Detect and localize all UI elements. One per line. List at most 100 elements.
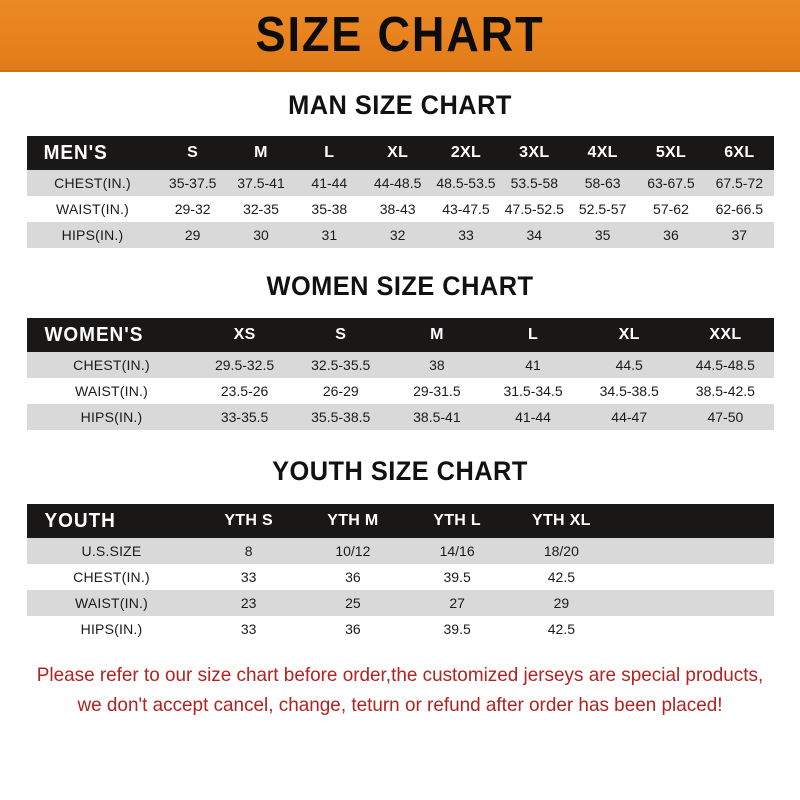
measurement-cell: 44.5 xyxy=(615,357,643,373)
measurement-cell: 32-35 xyxy=(243,201,279,217)
measurement-cell: 35-38 xyxy=(311,201,348,217)
man-size-header-4xl: 4XL xyxy=(587,144,618,161)
table-row: WAIST(IN.) 23.5-26 26-29 29-31.5 31.5-34.5 34… xyxy=(26,378,774,404)
order-policy-disclaimer: Please refer to our size chart before or… xyxy=(12,660,788,720)
women-table-header-row: WOMEN'S XS S M L XL XXL xyxy=(26,318,774,352)
man-size-header-2xl: 2XL xyxy=(450,144,482,161)
measurement-cell: 30 xyxy=(253,227,269,243)
measurement-cell: 47.5-52.5 xyxy=(504,201,564,217)
measurement-cell: 27 xyxy=(449,595,465,611)
measurement-cell: 53.5-58 xyxy=(510,175,559,191)
man-size-header-6xl: 6XL xyxy=(724,144,755,161)
youth-size-header-yth-xl: YTH XL xyxy=(532,512,591,529)
man-row-label: WAIST(IN.) xyxy=(55,201,130,217)
youth-header-spacer xyxy=(614,504,774,538)
measurement-cell: 33 xyxy=(240,569,257,585)
measurement-cell: 57-62 xyxy=(653,201,689,217)
table-row: CHEST(IN.) 33 36 39.5 42.5 xyxy=(26,564,774,590)
women-size-header-l: L xyxy=(528,326,539,343)
measurement-cell: 63-67.5 xyxy=(647,175,695,191)
measurement-cell: 32.5-35.5 xyxy=(311,357,371,373)
women-size-header-s: S xyxy=(335,326,347,343)
man-table-corner-label: MEN'S xyxy=(43,141,108,164)
measurement-cell: 43-47.5 xyxy=(442,201,490,217)
measurement-cell: 8 xyxy=(244,543,253,559)
man-size-header-5xl: 5XL xyxy=(655,144,687,161)
measurement-cell: 29.5-32.5 xyxy=(214,357,275,373)
measurement-cell: 39.5 xyxy=(443,621,471,637)
women-row-label: WAIST(IN.) xyxy=(74,383,149,399)
measurement-cell: 48.5-53.5 xyxy=(436,175,496,191)
measurement-cell: 31 xyxy=(321,227,338,243)
women-row-label: HIPS(IN.) xyxy=(80,409,143,425)
measurement-cell: 35-37.5 xyxy=(168,175,217,191)
disclaimer-line-1: Please refer to our size chart before or… xyxy=(36,664,764,686)
size-chart-banner: SIZE CHART xyxy=(0,0,800,72)
measurement-cell: 52.5-57 xyxy=(578,201,627,217)
women-size-header-m: M xyxy=(430,326,444,343)
measurement-cell: 44-48.5 xyxy=(373,175,422,191)
measurement-cell: 23 xyxy=(240,595,257,611)
women-table-head: WOMEN'S XS S M L XL XXL xyxy=(26,318,774,352)
measurement-cell: 36 xyxy=(345,569,361,585)
women-section-heading: WOMEN SIZE CHART xyxy=(266,271,534,301)
table-row: HIPS(IN.) 33-35.5 35.5-38.5 38.5-41 41-44 44-… xyxy=(26,404,774,430)
youth-table-corner-label: YOUTH xyxy=(44,509,116,532)
measurement-cell: 29 xyxy=(553,595,570,611)
man-section-heading: MAN SIZE CHART xyxy=(288,90,512,120)
measurement-cell: 26-29 xyxy=(322,383,359,399)
measurement-cell: 42.5 xyxy=(547,569,575,585)
women-size-header-xxl: XXL xyxy=(709,326,742,343)
measurement-cell: 33 xyxy=(458,227,474,243)
measurement-cell: 25 xyxy=(345,595,361,611)
table-row: HIPS(IN.) 33 36 39.5 42.5 xyxy=(26,616,774,642)
measurement-cell: 38 xyxy=(429,357,445,373)
cell-spacer xyxy=(614,590,774,616)
measurement-cell: 42.5 xyxy=(547,621,575,637)
table-row: HIPS(IN.) 29 30 31 32 33 34 35 36 37 xyxy=(26,222,774,248)
youth-row-label: CHEST(IN.) xyxy=(73,569,150,585)
measurement-cell: 39.5 xyxy=(443,569,471,585)
women-size-header-xs: XS xyxy=(233,326,256,343)
youth-size-table: YOUTH YTH S YTH M YTH L YTH XL U.S.SIZE 8 10/1… xyxy=(26,504,774,642)
man-table-header-row: MEN'S S M L XL 2XL 3XL 4XL 5XL 6XL xyxy=(26,136,774,170)
measurement-cell: 47-50 xyxy=(707,409,744,425)
youth-row-label: HIPS(IN.) xyxy=(80,621,143,637)
man-size-chart-section: MAN SIZE CHART MEN'S S M L XL 2XL 3XL 4XL 5XL 6XL… xyxy=(0,90,800,248)
man-table-head: MEN'S S M L XL 2XL 3XL 4XL 5XL 6XL xyxy=(26,136,774,170)
man-size-header-xl: XL xyxy=(387,144,409,161)
measurement-cell: 62-66.5 xyxy=(715,201,764,217)
measurement-cell: 37 xyxy=(731,227,748,243)
cell-spacer xyxy=(614,538,774,564)
women-size-header-xl: XL xyxy=(618,326,640,343)
youth-section-heading: YOUTH SIZE CHART xyxy=(272,456,528,486)
measurement-cell: 67.5-72 xyxy=(715,175,764,191)
cell-spacer xyxy=(614,564,774,590)
table-row: WAIST(IN.) 23 25 27 29 xyxy=(26,590,774,616)
measurement-cell: 36 xyxy=(345,621,361,637)
man-size-header-m: M xyxy=(254,144,268,161)
youth-row-label: WAIST(IN.) xyxy=(74,595,149,611)
women-size-chart-section: WOMEN SIZE CHART WOMEN'S XS S M L XL XXL CHEST… xyxy=(0,271,800,430)
measurement-cell: 35 xyxy=(594,227,611,243)
table-row: CHEST(IN.) 29.5-32.5 32.5-35.5 38 41 44.5 44.5… xyxy=(26,352,774,378)
measurement-cell: 34.5-38.5 xyxy=(599,383,659,399)
youth-table-body: U.S.SIZE 8 10/12 14/16 18/20 CHEST(IN.) 33 36 39… xyxy=(26,538,774,642)
measurement-cell: 18/20 xyxy=(543,543,579,559)
youth-size-header-yth-m: YTH M xyxy=(327,512,379,529)
measurement-cell: 14/16 xyxy=(439,543,475,559)
measurement-cell: 37.5-41 xyxy=(237,175,285,191)
cell-spacer xyxy=(614,616,774,642)
women-table-body: CHEST(IN.) 29.5-32.5 32.5-35.5 38 41 44.5 44.5… xyxy=(26,352,774,430)
man-size-table: MEN'S S M L XL 2XL 3XL 4XL 5XL 6XL CHEST(IN.) 35-3… xyxy=(26,136,774,248)
measurement-cell: 41 xyxy=(525,357,541,373)
man-table-body: CHEST(IN.) 35-37.5 37.5-41 41-44 44-48.5 48.5… xyxy=(26,170,774,248)
women-table-corner-label: WOMEN'S xyxy=(44,323,143,346)
measurement-cell: 38-43 xyxy=(379,201,416,217)
measurement-cell: 36 xyxy=(663,227,679,243)
table-row: U.S.SIZE 8 10/12 14/16 18/20 xyxy=(26,538,774,564)
man-size-header-3xl: 3XL xyxy=(519,144,550,161)
table-row: CHEST(IN.) 35-37.5 37.5-41 41-44 44-48.5 48.5… xyxy=(26,170,774,196)
measurement-cell: 44-47 xyxy=(611,409,648,425)
measurement-cell: 29 xyxy=(184,227,201,243)
